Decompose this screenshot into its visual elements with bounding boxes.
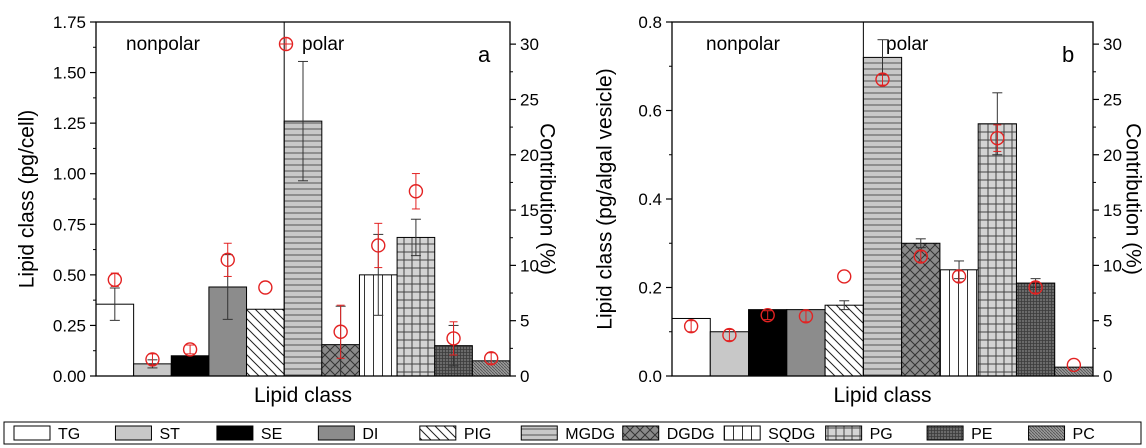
legend: TG ST SE DI PIG MGDG DGDG SQDG PG PE PC — [3, 421, 1142, 445]
contribution-marker-tg — [683, 319, 699, 334]
y-tick-label: 1.75 — [53, 13, 86, 32]
y-tick-label: 0.6 — [638, 102, 662, 121]
y2-tick-label: 30 — [520, 35, 539, 54]
contribution-marker-pc — [1066, 357, 1082, 373]
y-tick-label: 1.00 — [53, 165, 86, 184]
region-label-polar: polar — [302, 34, 345, 55]
bar-pg — [396, 236, 436, 377]
y-tick-label: 0.0 — [638, 367, 662, 386]
legend-label-se: SE — [261, 426, 282, 443]
y-tick-label: 0.50 — [53, 266, 86, 285]
contribution-marker-st — [722, 327, 737, 343]
bar-pe — [1015, 282, 1056, 377]
y2-tick-label: 10 — [520, 256, 539, 275]
y-tick-label: 0.75 — [53, 215, 86, 234]
region-label-nonpolar: nonpolar — [126, 34, 201, 55]
y-tick-label: 0.4 — [638, 190, 662, 209]
x-axis-title: Lipid class — [833, 384, 931, 407]
contribution-marker-pig — [837, 269, 852, 284]
contribution-marker-sqdg — [371, 238, 386, 253]
y2-tick-label: 5 — [1103, 312, 1112, 331]
contribution-marker-se — [760, 307, 775, 323]
contribution-marker-di — [220, 252, 235, 268]
legend-label-mgdg: MGDG — [565, 426, 615, 443]
bar-pig — [246, 308, 285, 377]
legend-label-pe: PE — [971, 426, 992, 443]
bar-sqdg — [939, 269, 979, 377]
legend-swatch-pg — [825, 425, 863, 441]
contribution-marker-pig — [258, 280, 273, 295]
legend-swatch-se — [216, 425, 254, 441]
legend-swatch-pig — [419, 425, 457, 441]
legend-swatch-dgdg — [622, 425, 660, 441]
contribution-marker-st — [145, 352, 160, 367]
y2-tick-label: 15 — [1103, 201, 1122, 220]
contribution-marker-sqdg — [951, 269, 967, 284]
y2-axis-title: Contribution (%) — [1122, 123, 1145, 275]
legend-swatch-pc — [1028, 425, 1066, 441]
legend-swatch-st — [114, 425, 152, 441]
y2-axis-title: Contribution (%) — [536, 123, 559, 275]
y-tick-label: 0.2 — [638, 279, 662, 298]
y2-tick-label: 20 — [520, 146, 539, 165]
panel-b: 0.0 0.2 0.4 0.6 0.8 0 5 10 15 20 25 30 Lipid class (… — [593, 13, 1144, 407]
contribution-marker-pg — [408, 184, 424, 199]
y2-tick-label: 20 — [1103, 146, 1122, 165]
legend-label-sqdg: SQDG — [768, 426, 815, 443]
legend-swatch-pe — [926, 425, 964, 441]
contribution-marker-mgdg — [875, 72, 890, 87]
contribution-marker-di — [798, 309, 814, 324]
panel-letter: a — [478, 42, 491, 67]
panel-letter: b — [1062, 42, 1074, 67]
bar-mgdg — [862, 56, 903, 377]
bar-pg — [977, 123, 1017, 377]
contribution-marker-dgdg — [913, 249, 928, 264]
y-axis-title: Lipid class (pg/cell) — [15, 110, 38, 289]
legend-label-di: DI — [362, 426, 378, 443]
legend-label-st: ST — [159, 426, 180, 443]
y-tick-label: 1.50 — [53, 64, 86, 83]
y2-tick-label: 0 — [1103, 367, 1112, 386]
legend-swatch-di — [317, 425, 355, 441]
y-tick-label: 0.8 — [638, 13, 662, 32]
y2-tick-label: 10 — [1103, 256, 1122, 275]
legend-label-pg: PG — [870, 426, 893, 443]
legend-label-dgdg: DGDG — [667, 426, 715, 443]
legend-swatch-sqdg — [723, 425, 761, 441]
y2-tick-label: 5 — [520, 312, 529, 331]
contribution-marker-pe — [1028, 280, 1043, 295]
y-axis-title: Lipid class (pg/algal vesicle) — [593, 68, 616, 329]
bar-se — [170, 355, 210, 377]
y2-tick-label: 0 — [520, 367, 529, 386]
contribution-marker-pe — [446, 331, 461, 346]
y2-tick-label: 30 — [1103, 35, 1122, 54]
y2-tick-label: 25 — [520, 90, 539, 109]
legend-label-pc: PC — [1073, 426, 1095, 443]
bar-pig — [824, 304, 864, 377]
bar-se — [748, 309, 788, 377]
region-label-polar: polar — [886, 34, 929, 55]
region-label-nonpolar: nonpolar — [706, 34, 781, 55]
contribution-marker-tg — [107, 272, 123, 287]
contribution-marker-pc — [483, 351, 499, 366]
contribution-marker-dgdg — [333, 324, 348, 339]
panel-a: 0.00 0.25 0.50 0.75 1.00 1.25 1.50 1.75 0 5 10 15 20… — [15, 13, 558, 407]
legend-swatch-mgdg — [520, 425, 558, 441]
y-tick-label: 0.00 — [53, 367, 86, 386]
y-tick-label: 0.25 — [53, 316, 86, 335]
y-tick-label: 1.25 — [53, 114, 86, 133]
legend-swatch-tg — [13, 425, 51, 441]
contribution-marker-se — [182, 342, 198, 357]
y2-tick-label: 15 — [520, 201, 539, 220]
legend-label-tg: TG — [58, 426, 80, 443]
legend-label-pig: PIG — [464, 426, 492, 443]
contribution-marker-pg — [990, 130, 1005, 146]
x-axis-title: Lipid class — [254, 384, 352, 407]
y2-tick-label: 25 — [1103, 90, 1122, 109]
